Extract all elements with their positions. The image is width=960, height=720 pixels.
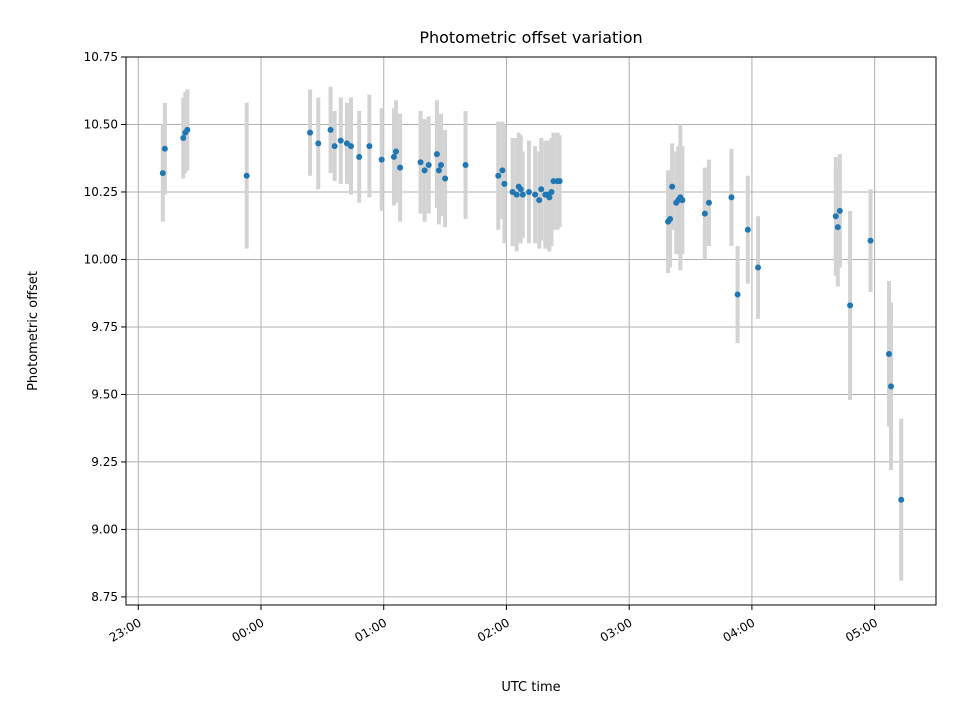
data-point bbox=[755, 264, 762, 271]
y-tick-label: 9.50 bbox=[91, 387, 118, 401]
data-point bbox=[888, 383, 894, 390]
data-point bbox=[315, 140, 322, 147]
data-point bbox=[438, 161, 444, 168]
y-tick-label: 9.25 bbox=[91, 455, 118, 469]
data-point bbox=[435, 167, 442, 174]
y-axis-label: Photometric offset bbox=[26, 271, 41, 391]
data-point bbox=[421, 167, 428, 174]
data-point bbox=[679, 197, 686, 204]
data-point bbox=[728, 194, 735, 201]
y-tick-label: 10.50 bbox=[84, 117, 118, 131]
data-point bbox=[337, 137, 344, 144]
data-point bbox=[331, 143, 338, 150]
data-point bbox=[667, 215, 674, 222]
data-point bbox=[538, 186, 545, 193]
data-point bbox=[513, 191, 520, 198]
data-point bbox=[669, 183, 676, 190]
data-point bbox=[495, 172, 502, 179]
data-point bbox=[548, 188, 555, 195]
data-point bbox=[161, 145, 168, 152]
data-point bbox=[366, 143, 373, 150]
data-point bbox=[462, 161, 469, 168]
data-point bbox=[867, 237, 874, 244]
data-point bbox=[348, 143, 354, 150]
data-point bbox=[834, 224, 841, 231]
data-point bbox=[536, 197, 543, 204]
data-point bbox=[734, 291, 741, 298]
data-point bbox=[836, 207, 843, 214]
data-point bbox=[525, 188, 532, 195]
data-point bbox=[519, 191, 526, 198]
data-point bbox=[847, 302, 854, 309]
data-point bbox=[356, 153, 363, 160]
y-tick-label: 10.75 bbox=[84, 50, 118, 64]
data-point bbox=[159, 170, 166, 177]
data-point bbox=[885, 350, 892, 357]
data-point bbox=[397, 164, 404, 171]
y-tick-label: 8.75 bbox=[91, 590, 118, 604]
data-point bbox=[701, 210, 708, 217]
data-point bbox=[705, 199, 712, 206]
data-point bbox=[744, 226, 751, 233]
data-point bbox=[378, 156, 385, 163]
data-point bbox=[425, 161, 432, 168]
data-point bbox=[501, 180, 508, 187]
data-point bbox=[180, 134, 187, 141]
data-point bbox=[184, 126, 191, 133]
data-point bbox=[898, 496, 905, 503]
data-point bbox=[433, 151, 440, 158]
data-point bbox=[832, 213, 839, 220]
data-point bbox=[532, 191, 539, 198]
data-point bbox=[390, 153, 397, 160]
data-points bbox=[159, 126, 905, 503]
y-tick-label: 10.00 bbox=[84, 252, 118, 266]
plot-frame bbox=[125, 56, 937, 606]
data-point bbox=[546, 194, 553, 201]
y-tick-label: 10.25 bbox=[84, 185, 118, 199]
data-point bbox=[517, 186, 524, 193]
y-tick-label: 9.75 bbox=[91, 320, 118, 334]
data-point bbox=[556, 178, 563, 185]
data-point bbox=[327, 126, 334, 133]
data-point bbox=[499, 167, 506, 174]
x-axis-label: UTC time bbox=[501, 680, 560, 695]
data-point bbox=[243, 172, 250, 179]
data-point bbox=[307, 129, 314, 136]
chart-title: Photometric offset variation bbox=[419, 28, 642, 47]
data-point bbox=[442, 175, 449, 182]
y-axis: 8.75 9.00 9.25 9.50 9.75 10.00 10.25 10.50 10.75 bbox=[84, 50, 126, 604]
data-point bbox=[417, 159, 424, 166]
y-tick-label: 9.00 bbox=[91, 522, 118, 536]
data-point bbox=[393, 148, 399, 155]
